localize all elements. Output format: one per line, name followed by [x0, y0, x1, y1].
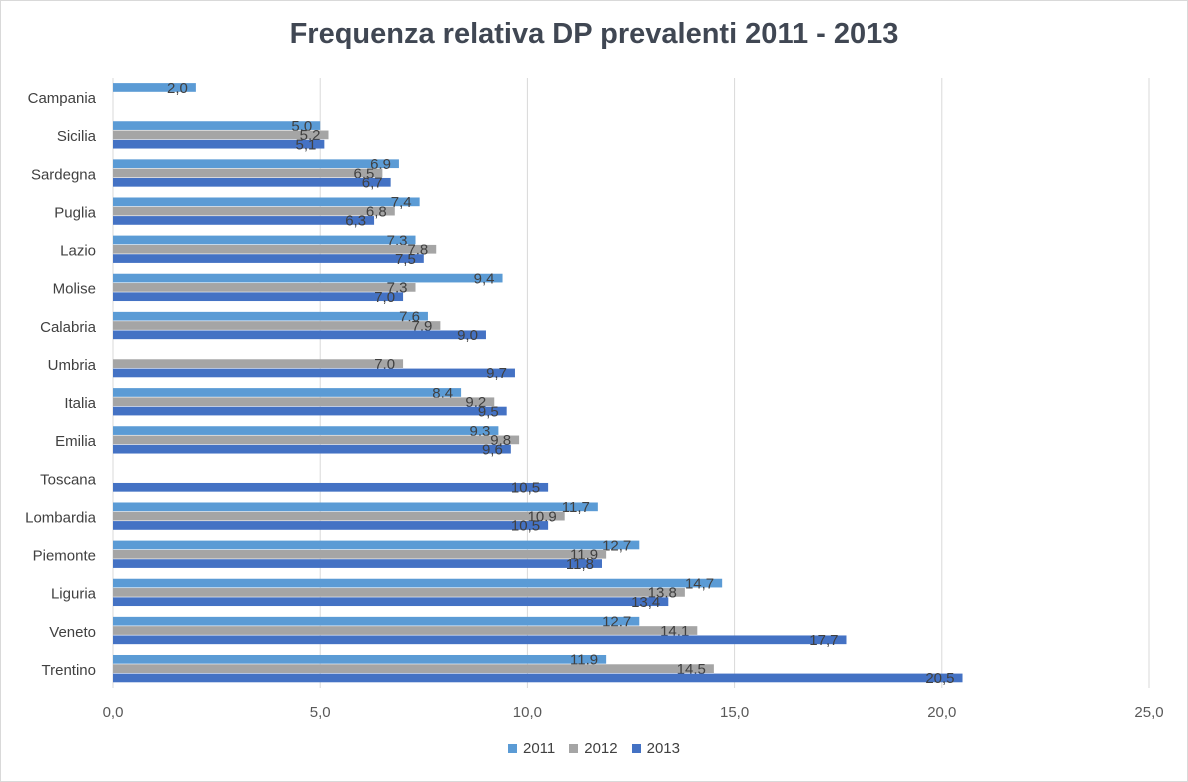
bar-2013	[113, 330, 486, 340]
bar-2012	[113, 244, 437, 254]
bar-2013	[113, 482, 549, 492]
bar-2011	[113, 311, 428, 321]
data-label: 9,0	[457, 327, 478, 344]
data-label: 10,5	[511, 518, 540, 535]
category-label: Lombardia	[25, 509, 97, 526]
data-label: 7,5	[395, 251, 416, 268]
data-label: 12,7	[602, 537, 631, 554]
bar-2011	[113, 83, 196, 92]
legend-item-2013: 2013	[631, 740, 680, 757]
data-label: 20,5	[925, 670, 954, 687]
bar-2011	[113, 197, 420, 207]
bar-2012	[113, 435, 520, 445]
x-tick-label: 20,0	[927, 704, 956, 721]
bar-2011	[113, 654, 607, 664]
data-label: 11,8	[566, 556, 594, 573]
bar-2011	[113, 540, 640, 550]
data-label: 13,4	[631, 594, 660, 611]
legend-label: 2011	[522, 740, 556, 757]
data-label: 9,7	[486, 365, 507, 382]
data-label: 9,6	[482, 441, 503, 458]
bar-2012	[113, 206, 395, 216]
bar-2011	[113, 121, 321, 130]
legend-item-2012: 2012	[569, 740, 618, 757]
x-tick-label: 5,0	[310, 704, 331, 721]
legend-swatch	[569, 744, 579, 753]
legend-label: 2012	[584, 740, 618, 757]
bar-2013	[113, 635, 847, 645]
bar-2012	[113, 168, 383, 178]
category-label: Calabria	[40, 319, 97, 336]
category-label: Toscana	[40, 471, 97, 488]
category-label: Liguria	[51, 586, 97, 603]
data-label: 5,1	[295, 136, 316, 153]
bar-2012	[113, 359, 404, 368]
bar-2011	[113, 273, 503, 283]
bar-2013	[113, 368, 515, 378]
bar-2011	[113, 426, 499, 435]
bar-2012	[113, 511, 565, 521]
data-label: 2,0	[167, 80, 188, 97]
x-tick-label: 0,0	[103, 704, 124, 721]
data-label: 7,0	[374, 289, 395, 306]
bar-2012	[113, 549, 607, 559]
bar-2012	[113, 588, 685, 597]
bar-2012	[113, 130, 329, 140]
category-label: Trentino	[42, 662, 96, 679]
category-label: Puglia	[54, 204, 96, 221]
bar-2013	[113, 254, 424, 263]
data-label: 7,4	[391, 194, 412, 211]
category-label: Veneto	[49, 624, 96, 641]
chart-title: Frequenza relativa DP prevalenti 2011 - …	[289, 18, 899, 50]
bar-2012	[113, 397, 495, 407]
bar-2011	[113, 159, 399, 169]
data-label: 6,3	[345, 213, 366, 230]
category-label: Umbria	[48, 357, 97, 374]
x-tick-label: 10,0	[513, 704, 542, 721]
bar-2011	[113, 616, 640, 626]
bar-2013	[113, 597, 669, 607]
legend: 2011 2012 2013	[0, 740, 1188, 757]
bar-2013	[113, 673, 963, 683]
bar-2011	[113, 235, 416, 245]
legend-label: 2013	[646, 740, 680, 757]
bar-2013	[113, 406, 507, 416]
bar-2013	[113, 216, 375, 225]
category-label: Lazio	[60, 243, 96, 260]
bar-2012	[113, 626, 698, 635]
bar-2013	[113, 521, 549, 530]
bar-2013	[113, 139, 325, 149]
bar-2011	[113, 502, 598, 512]
category-label: Italia	[64, 395, 96, 412]
bar-2012	[113, 283, 416, 292]
data-label: 14,7	[685, 575, 714, 592]
bar-2012	[113, 664, 714, 673]
data-label: 10,5	[511, 480, 540, 497]
category-label: Sardegna	[31, 166, 97, 183]
data-label: 17,7	[809, 632, 838, 649]
bar-2013	[113, 292, 404, 302]
x-tick-label: 15,0	[720, 704, 749, 721]
legend-item-2011: 2011	[507, 740, 556, 757]
data-label: 11,7	[562, 499, 590, 516]
data-label: 9,5	[478, 403, 499, 420]
bar-2013	[113, 559, 602, 568]
category-label: Piemonte	[33, 548, 96, 565]
category-label: Emilia	[55, 433, 96, 450]
legend-swatch	[507, 744, 517, 753]
bar-2013	[113, 177, 391, 187]
bar-2013	[113, 444, 511, 454]
category-label: Sicilia	[57, 128, 97, 145]
legend-swatch	[631, 744, 641, 753]
data-label: 9,4	[474, 270, 495, 287]
category-label: Molise	[53, 281, 96, 298]
data-label: 6,7	[362, 175, 383, 192]
x-tick-label: 25,0	[1134, 704, 1163, 721]
bar-2011	[113, 578, 723, 588]
bar-2011	[113, 388, 462, 397]
category-label: Campania	[28, 90, 97, 107]
bar-2012	[113, 321, 441, 330]
